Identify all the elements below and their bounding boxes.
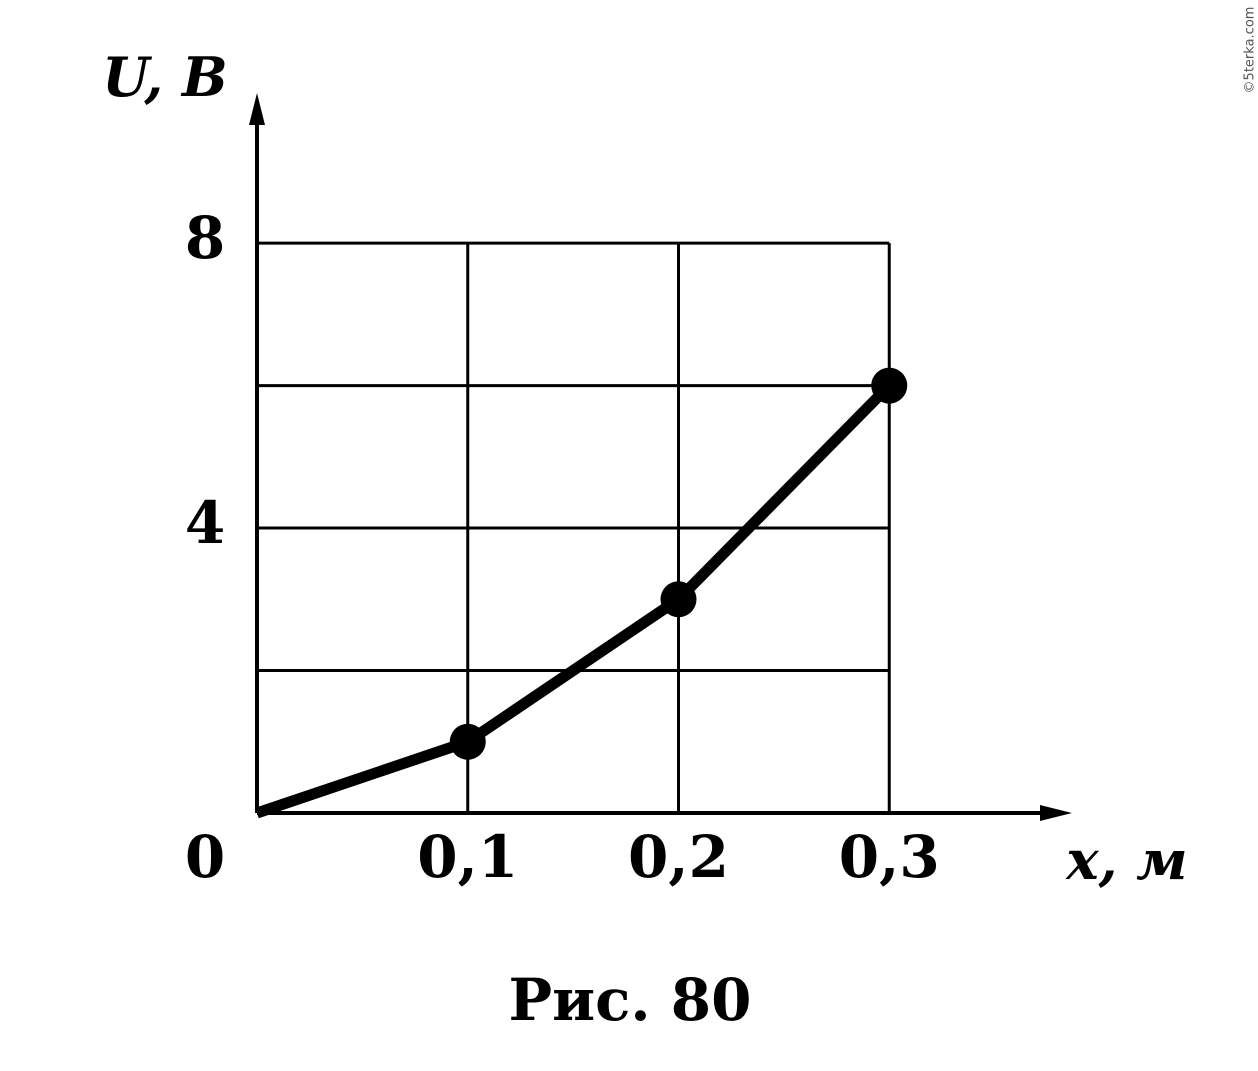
data-line [255,381,894,819]
x-axis-label: x, м [1065,828,1187,892]
data-point [660,581,697,618]
data-point [871,367,908,404]
y-tick-label: 4 [185,489,225,557]
x-tick-label: 0 [185,823,225,891]
x-tick-label: 0,2 [628,823,729,891]
watermark: ©5terka.com [1243,7,1258,94]
y-axis-label: U, В [102,45,227,109]
x-tick-label: 0,1 [417,823,518,891]
y-tick-label: 8 [185,204,225,272]
data-point [449,723,486,760]
x-tick-label: 0,3 [839,823,940,891]
caption: Рис. 80 [508,966,751,1034]
